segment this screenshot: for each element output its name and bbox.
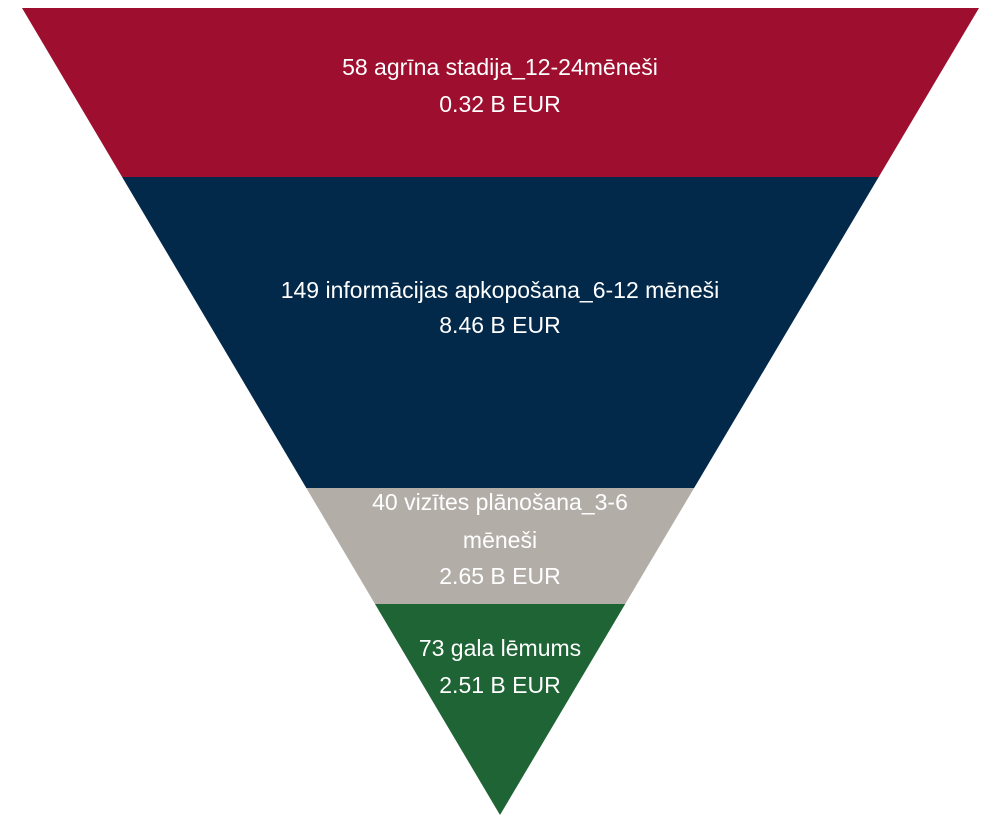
funnel-segment-3-stage-label: 40 vizītes plānošana_3-6	[372, 489, 628, 515]
funnel-segment-2	[122, 177, 879, 488]
funnel-segment-2-stage-label: 149 informācijas apkopošana_6-12 mēneši	[281, 277, 720, 303]
funnel-segment-4	[375, 604, 626, 815]
funnel-segment-4-value-label: 2.51 B EUR	[439, 672, 560, 698]
funnel-segment-1-value-label: 0.32 B EUR	[439, 91, 560, 117]
funnel-segment-2-value-label: 8.46 B EUR	[439, 312, 560, 338]
funnel-segment-1	[22, 8, 979, 177]
funnel-segment-1-stage-label: 58 agrīna stadija_12-24mēneši	[342, 54, 658, 80]
funnel-segment-3	[306, 488, 695, 604]
funnel-segment-3-stage-cont-label: mēneši	[463, 527, 537, 553]
funnel-segment-4-stage-label: 73 gala lēmums	[419, 635, 581, 661]
funnel-segment-3-value-label: 2.65 B EUR	[439, 563, 560, 589]
